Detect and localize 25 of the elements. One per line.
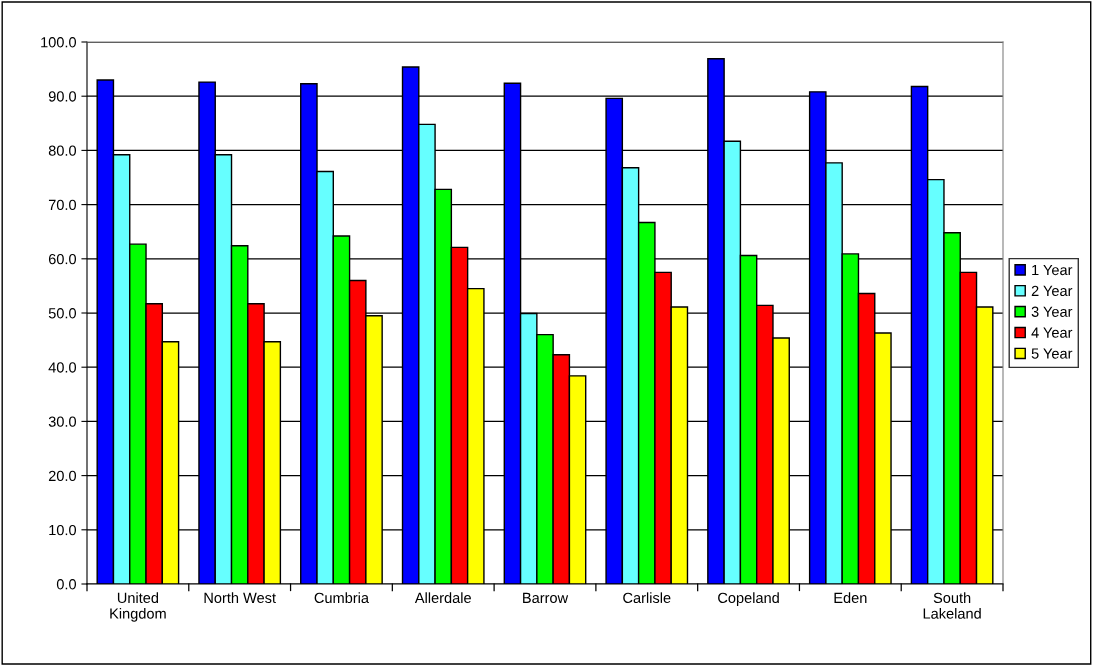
x-tick-label: Eden <box>834 592 867 604</box>
x-tick-label: Copeland <box>718 592 779 606</box>
y-tick-label: 80.0 <box>48 145 77 156</box>
y-tick-label: 90.0 <box>48 91 77 102</box>
y-tick-label: 100.0 <box>41 37 77 48</box>
x-tick-label: Barrow <box>523 592 569 604</box>
x-tick-label: Cumbria <box>314 592 369 604</box>
y-tick-label: 30.0 <box>48 416 77 427</box>
y-tick-label: 10.0 <box>49 524 77 536</box>
x-tick-label: North West <box>204 592 276 604</box>
y-tick-label: 40.0 <box>48 362 77 373</box>
x-tick-label: Carlisle <box>623 592 671 604</box>
y-tick-label: 50.0 <box>48 308 77 319</box>
y-tick-label: 20.0 <box>48 470 77 482</box>
legend-label: 1 Year <box>1032 264 1073 276</box>
y-tick-label: 0.0 <box>56 579 77 590</box>
x-tick-label: South Lakeland <box>923 592 981 619</box>
legend-label: 3 Year <box>1031 306 1073 317</box>
legend-label: 2 Year <box>1031 285 1073 297</box>
y-tick-label: 70.0 <box>48 199 77 211</box>
legend-label: 4 Year <box>1031 327 1073 338</box>
x-tick-label: United Kingdom <box>110 592 166 622</box>
y-tick-label: 60.0 <box>48 253 77 265</box>
x-tick-label: Allerdale <box>414 592 471 604</box>
legend-label: 5 Year <box>1031 348 1073 359</box>
